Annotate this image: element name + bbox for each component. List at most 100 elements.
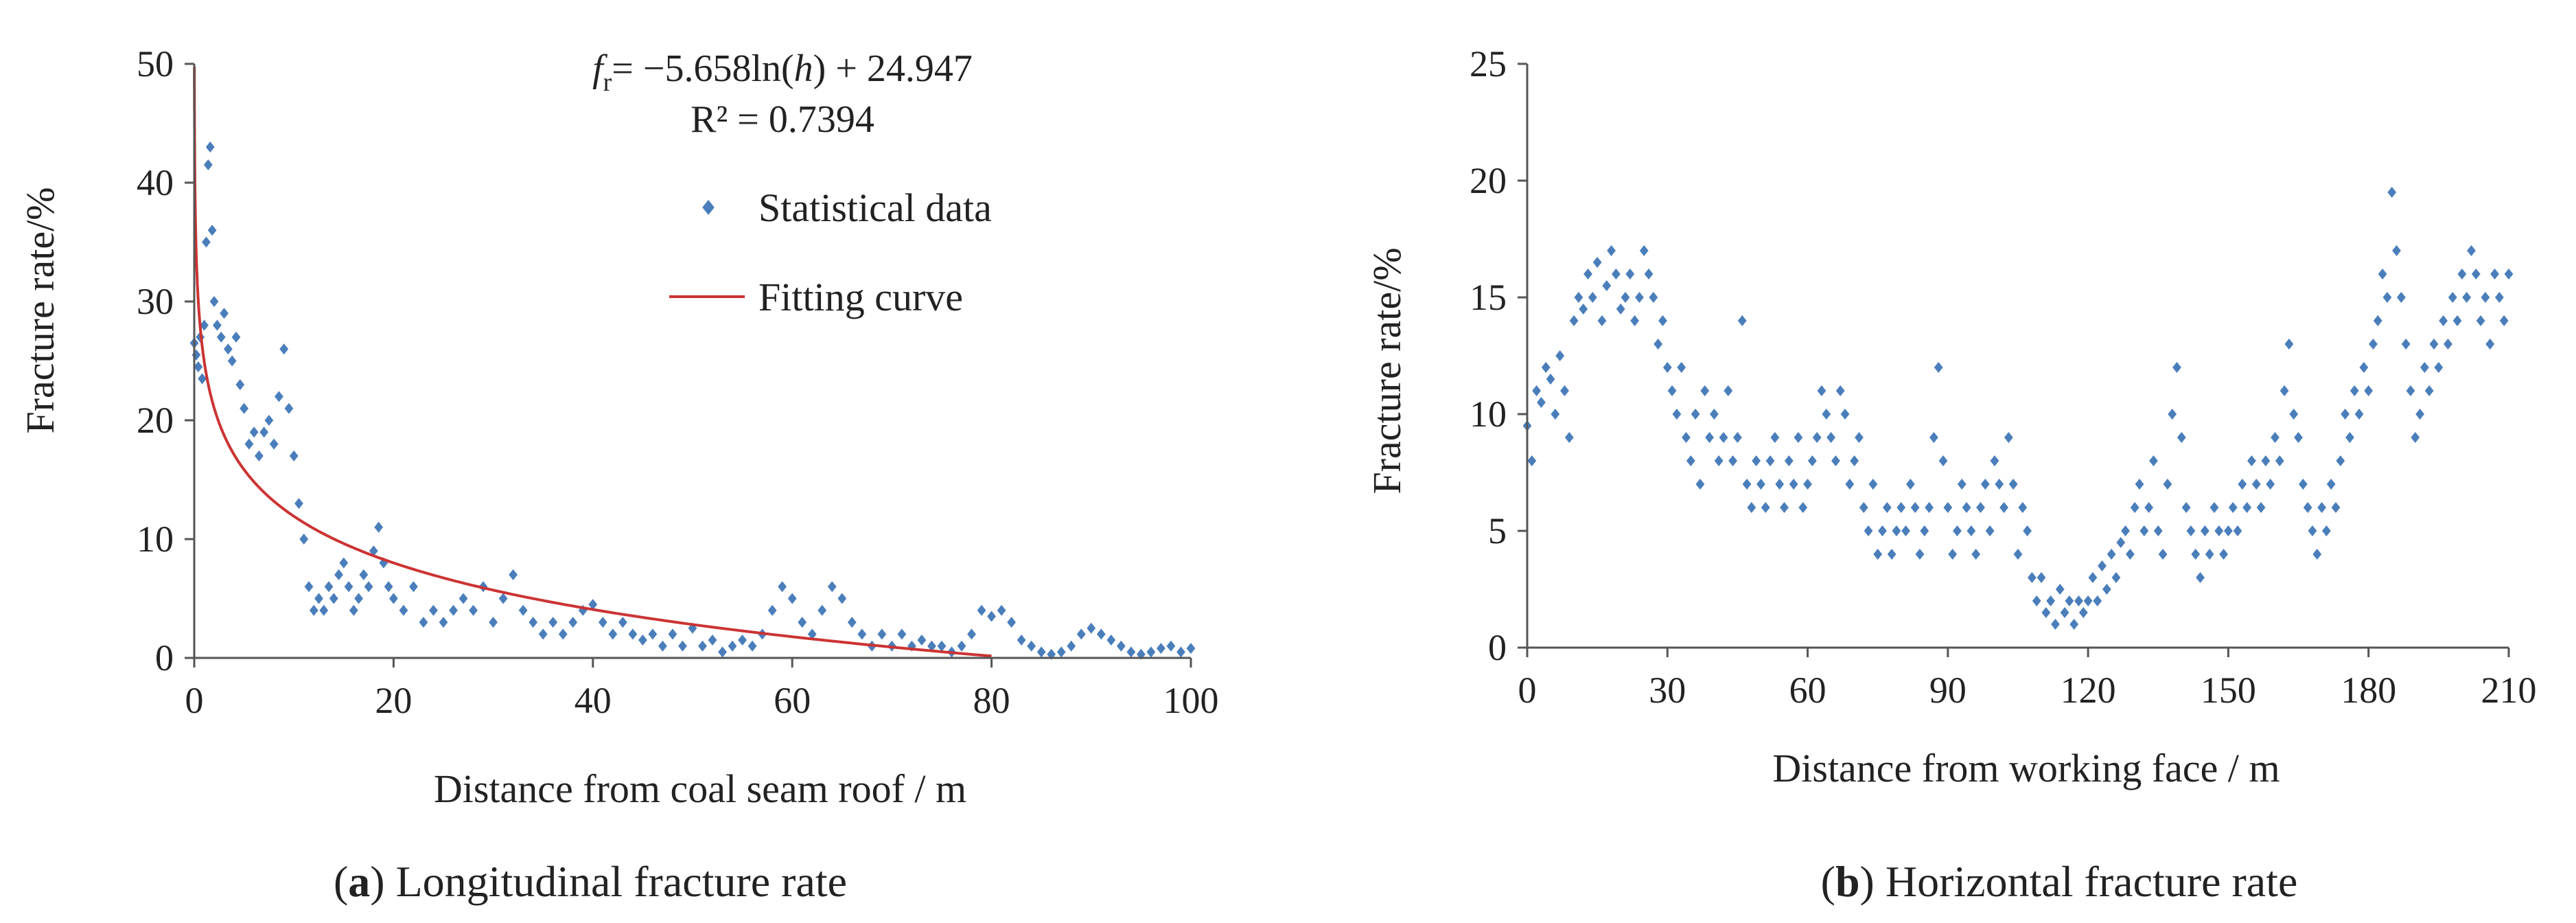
legend-label-statistical-data: Statistical data [758, 185, 992, 230]
data-point [1166, 640, 1176, 652]
data-point [1714, 455, 1724, 466]
data-point [1667, 385, 1677, 396]
data-point [588, 599, 598, 611]
data-point [2163, 479, 2172, 490]
data-point [231, 331, 241, 343]
data-point [1537, 397, 1546, 408]
data-point [2345, 432, 2354, 443]
data-point [2107, 549, 2116, 560]
data-point [747, 640, 757, 652]
data-point [227, 355, 237, 367]
data-point [2279, 385, 2289, 396]
data-point [2069, 619, 2079, 630]
equation-rhs-after: ) + 24.947 [813, 47, 973, 90]
panel-b-caption: (b) Horizontal fracture rate [1821, 857, 2298, 906]
data-point [538, 628, 548, 640]
data-point [2499, 315, 2509, 326]
data-point [1597, 315, 1607, 326]
panel-a-x-axis-title: Distance from coal seam roof / m [434, 766, 966, 811]
data-point [1896, 502, 1906, 513]
data-point [2312, 549, 2322, 560]
data-point [264, 415, 274, 426]
data-point [2242, 502, 2252, 513]
data-point [1845, 479, 1855, 490]
data-point [2275, 455, 2284, 466]
data-point [2149, 455, 2158, 466]
x-tick-label: 30 [1649, 670, 1686, 711]
data-point [439, 617, 448, 628]
data-point [957, 640, 966, 652]
data-point [1602, 280, 1612, 291]
data-point [2251, 479, 2261, 490]
data-point [2298, 479, 2308, 490]
data-point [2341, 409, 2350, 420]
panel-a-scatter-points [189, 141, 1196, 660]
data-point [1532, 385, 1542, 396]
data-point [2135, 479, 2144, 490]
data-point [2028, 572, 2037, 583]
data-point [2013, 549, 2023, 560]
data-point [1607, 245, 1616, 256]
data-point [2354, 409, 2364, 420]
data-point [2224, 525, 2233, 536]
data-point [1789, 479, 1798, 490]
data-point [967, 628, 976, 640]
data-point [1920, 525, 1929, 536]
data-point [1056, 646, 1066, 658]
data-point [1621, 292, 1630, 303]
data-point [2177, 432, 2186, 443]
data-point [294, 498, 303, 510]
data-point [2191, 549, 2201, 560]
data-point [2424, 385, 2434, 396]
data-point [1831, 455, 1840, 466]
data-point [2490, 269, 2499, 280]
data-point [2326, 479, 2336, 490]
data-point [2448, 292, 2457, 303]
data-point [419, 617, 428, 628]
data-point [1106, 635, 1116, 646]
data-point [817, 604, 827, 616]
data-point [2172, 362, 2181, 373]
x-tick-label: 80 [973, 680, 1010, 721]
data-point [2256, 502, 2266, 513]
data-point [1953, 525, 1962, 536]
data-point [1686, 455, 1695, 466]
panel-a-r-squared: R² = 0.7394 [691, 98, 874, 141]
data-point [728, 640, 737, 652]
data-point [2153, 525, 2163, 536]
data-point [2055, 584, 2065, 595]
data-point [1995, 479, 2004, 490]
data-point [1859, 502, 1868, 513]
panel-a-ticks: 0 10 20 30 40 50 0 20 40 60 80 100 [137, 43, 1219, 721]
data-point [429, 604, 438, 616]
data-point [1976, 502, 1985, 513]
data-point [2434, 362, 2444, 373]
data-point [2181, 502, 2191, 513]
data-point [518, 604, 528, 616]
data-point [618, 617, 627, 628]
data-point [2121, 525, 2131, 536]
equation-var: h [794, 47, 813, 90]
data-point [2308, 525, 2317, 536]
y-tick-label: 50 [137, 43, 174, 84]
data-point [364, 581, 373, 593]
data-point [927, 640, 936, 652]
data-point [568, 617, 578, 628]
data-point [1625, 269, 1635, 280]
data-point [2429, 339, 2439, 350]
legend-scatter-marker [702, 200, 715, 215]
data-point [1611, 269, 1621, 280]
data-point [2209, 502, 2219, 513]
data-point [498, 593, 508, 604]
data-point [1966, 525, 1976, 536]
data-point [1915, 549, 1925, 560]
data-point [877, 628, 887, 640]
data-point [2289, 409, 2299, 420]
data-point [2485, 339, 2495, 350]
data-point [1957, 479, 1966, 490]
panel-b-letter: b [1835, 857, 1860, 906]
panel-a-equation: fr= −5.658ln(h) + 24.947 [592, 47, 973, 97]
data-point [738, 635, 747, 646]
data-point [409, 581, 418, 593]
